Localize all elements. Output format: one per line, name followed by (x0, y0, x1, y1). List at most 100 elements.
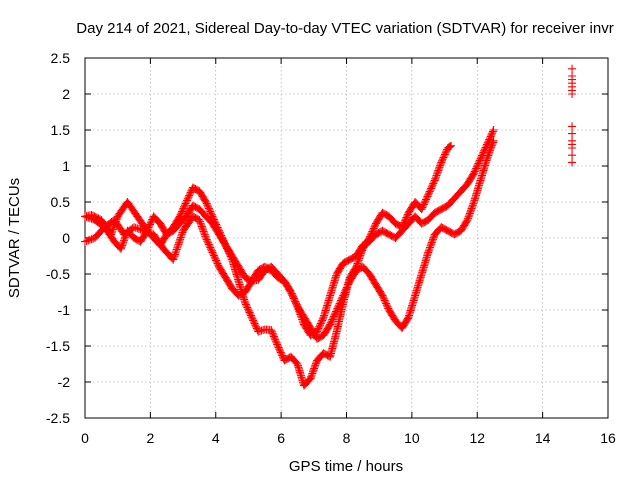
data-point (170, 250, 179, 259)
data-point (171, 248, 180, 257)
data-point (484, 149, 493, 158)
data-point (310, 362, 319, 371)
data-point (425, 245, 434, 254)
data-point (486, 146, 495, 155)
data-point (466, 207, 475, 216)
data-point (173, 243, 182, 252)
chart-title: Day 214 of 2021, Sidereal Day-to-day VTE… (76, 20, 613, 37)
data-point (427, 240, 436, 249)
data-point (568, 151, 577, 160)
data-point (82, 237, 91, 245)
data-points (81, 64, 577, 390)
data-point (307, 371, 316, 380)
data-point (568, 64, 577, 73)
data-point (117, 243, 126, 252)
data-point (433, 168, 442, 177)
data-point (465, 209, 474, 218)
data-point (434, 164, 443, 173)
data-point (196, 219, 205, 228)
y-tick-label: 1 (62, 158, 70, 174)
data-point (118, 241, 127, 250)
data-point (82, 213, 91, 221)
data-point (131, 223, 140, 232)
data-point (429, 233, 438, 242)
data-point (431, 173, 440, 182)
data-point (119, 238, 128, 247)
data-point (198, 224, 207, 233)
x-tick-label: 12 (469, 430, 485, 446)
axis-ticks (84, 57, 609, 419)
data-point (146, 229, 155, 238)
data-point (428, 235, 437, 244)
y-tick-label: -2 (58, 374, 71, 390)
grid-lines (85, 58, 608, 418)
data-point (354, 257, 363, 266)
data-point (484, 151, 493, 160)
data-point (489, 126, 498, 134)
data-point (308, 367, 317, 376)
data-point (84, 213, 93, 222)
data-point (426, 243, 435, 252)
data-point (118, 239, 127, 248)
data-point (200, 230, 209, 239)
data-point (424, 246, 433, 255)
data-point (199, 227, 208, 236)
data-point (201, 232, 210, 241)
data-point (177, 231, 186, 240)
x-axis-title: GPS time / hours (289, 458, 403, 475)
data-point (424, 248, 433, 257)
data-point (141, 227, 150, 236)
data-point (310, 364, 319, 373)
data-point (306, 374, 315, 383)
data-point (200, 229, 209, 238)
data-point (568, 75, 577, 84)
data-point (143, 228, 152, 236)
y-tick-label: 0 (62, 230, 70, 246)
data-point (568, 129, 577, 138)
data-point (172, 247, 181, 256)
data-point (195, 216, 204, 224)
x-tick-label: 6 (277, 430, 285, 446)
data-point (568, 90, 577, 98)
data-point (174, 240, 183, 249)
data-point (87, 214, 96, 223)
data-point (139, 226, 148, 235)
data-point (431, 174, 440, 183)
data-point (430, 176, 439, 185)
data-point (447, 141, 456, 150)
data-point (81, 237, 89, 246)
data-point (197, 222, 206, 231)
data-point (172, 245, 181, 254)
y-axis-title: SDTVAR / TECUs (6, 178, 23, 298)
data-point (318, 314, 327, 323)
data-point (487, 143, 496, 152)
data-point (432, 171, 441, 180)
data-point (483, 153, 492, 162)
y-tick-label: 2.5 (51, 50, 71, 66)
x-tick-label: 0 (81, 430, 89, 446)
data-point (175, 236, 184, 245)
data-point (169, 255, 178, 264)
data-point (485, 148, 494, 157)
x-tick-label: 16 (600, 430, 616, 446)
y-tick-label: -2.5 (46, 410, 70, 426)
data-point (467, 204, 476, 213)
x-tick-label: 2 (146, 430, 154, 446)
data-point (144, 228, 153, 237)
data-point (465, 211, 474, 220)
data-point (446, 142, 455, 151)
y-tick-label: 1.5 (51, 122, 71, 138)
data-point (568, 144, 577, 152)
data-point (177, 230, 186, 239)
y-tick-label: 0.5 (51, 194, 71, 210)
data-point (87, 235, 96, 244)
data-point (354, 256, 363, 265)
data-point (108, 225, 117, 234)
data-point (173, 242, 182, 251)
data-point (311, 361, 320, 370)
data-point (133, 224, 142, 233)
data-point (176, 235, 185, 244)
data-point (435, 163, 444, 172)
data-point (85, 235, 94, 244)
y-tick-label: 2 (62, 86, 70, 102)
